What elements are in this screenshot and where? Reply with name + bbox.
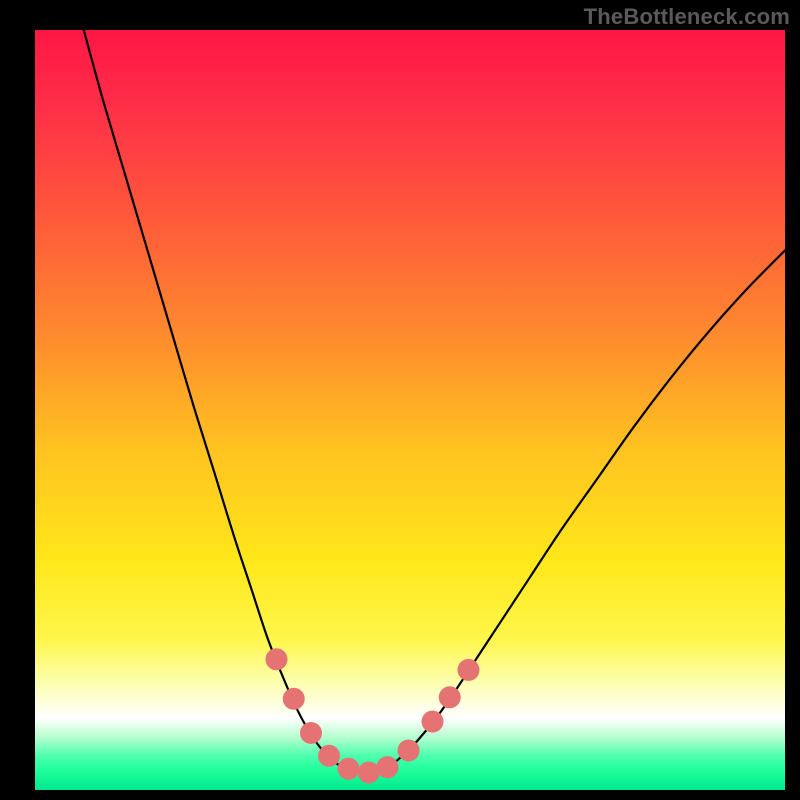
marker-dot: [318, 745, 340, 767]
marker-dot: [439, 686, 461, 708]
chart-svg: [35, 30, 785, 790]
marker-dot: [422, 711, 444, 733]
marker-dot: [377, 756, 399, 778]
marker-dot: [266, 648, 288, 670]
gradient-background: [35, 30, 785, 790]
marker-dot: [300, 722, 322, 744]
chart-frame: TheBottleneck.com: [0, 0, 800, 800]
marker-dot: [458, 659, 480, 681]
marker-dot: [283, 688, 305, 710]
marker-dot: [358, 762, 380, 784]
plot-area: [35, 30, 785, 790]
watermark-text: TheBottleneck.com: [584, 4, 790, 30]
marker-dot: [338, 758, 360, 780]
marker-dot: [398, 739, 420, 761]
